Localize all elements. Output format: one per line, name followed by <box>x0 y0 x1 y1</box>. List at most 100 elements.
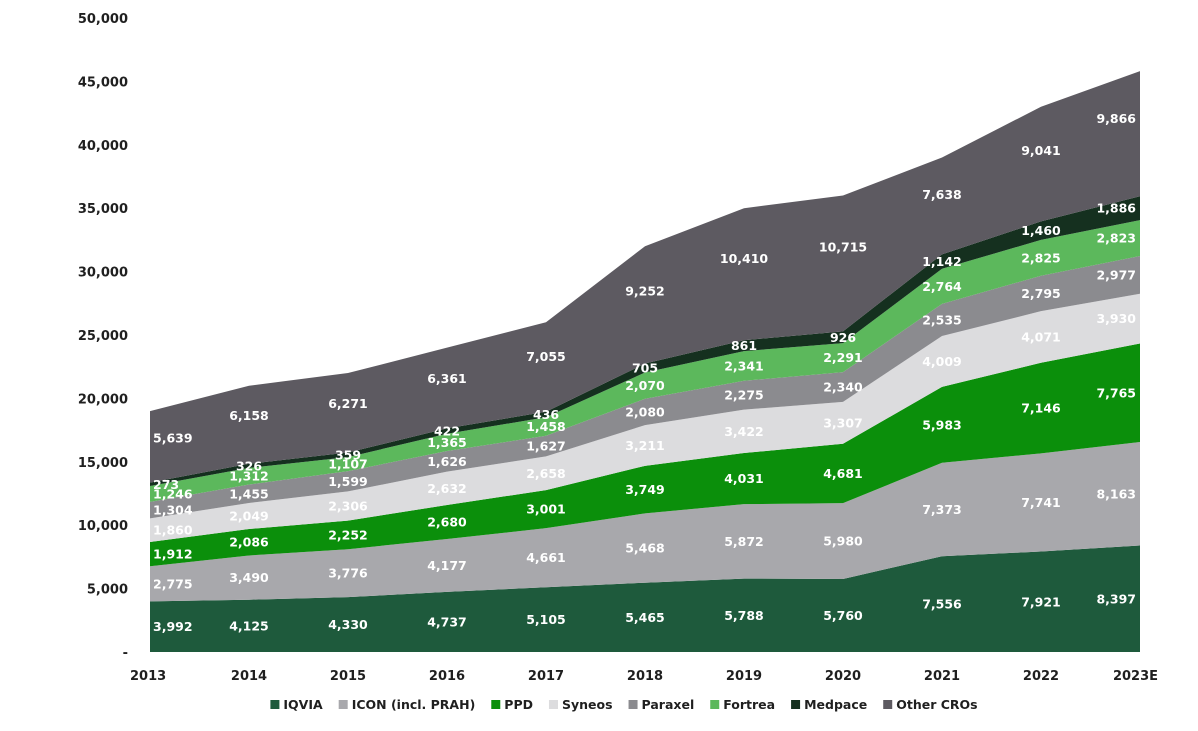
legend-swatch <box>338 700 348 709</box>
data-labels: 3,992 4,125 4,330 4,737 5,105 5,465 5,788 5,760… <box>153 111 1136 634</box>
data-label: 4,125 <box>229 618 269 633</box>
data-label: 3,307 <box>823 415 863 430</box>
data-label: 7,765 <box>1096 385 1136 400</box>
data-label: 359 <box>335 447 361 462</box>
legend-swatch <box>883 700 893 709</box>
legend-swatch <box>628 700 638 709</box>
data-label: 7,556 <box>922 597 962 612</box>
legend-label: Medpace <box>804 697 867 712</box>
data-label: 2,275 <box>724 388 764 403</box>
data-label: 861 <box>731 338 757 353</box>
data-label: 3,422 <box>724 424 764 439</box>
y-tick-label: 5,000 <box>87 583 128 598</box>
x-tick-label: 2015 <box>330 669 366 684</box>
legend-swatch <box>710 700 720 709</box>
data-label: 273 <box>153 477 179 492</box>
data-label: 926 <box>830 330 856 345</box>
area-syneos <box>150 293 1140 542</box>
data-label: 4,330 <box>328 617 368 632</box>
data-label: 2,306 <box>328 499 368 514</box>
data-label: 3,749 <box>625 482 665 497</box>
y-tick-label: 15,000 <box>78 456 128 471</box>
data-label: 2,658 <box>526 466 566 481</box>
data-label: 6,158 <box>229 408 269 423</box>
legend-item-paraxel: Paraxel <box>628 697 694 712</box>
data-label: 422 <box>434 424 460 439</box>
data-label: 8,397 <box>1096 591 1136 606</box>
data-label: 1,458 <box>526 419 566 434</box>
x-tick-label: 2017 <box>528 669 564 684</box>
area-iqvia <box>150 545 1140 652</box>
data-label: 1,455 <box>229 486 269 501</box>
y-tick-label: 20,000 <box>78 392 128 407</box>
y-tick-label: 30,000 <box>78 266 128 281</box>
data-label: 2,764 <box>922 279 962 294</box>
legend-item-fortrea: Fortrea <box>710 697 775 712</box>
data-label: 1,860 <box>153 523 193 538</box>
legend-item-syneos: Syneos <box>548 697 613 712</box>
data-label: 1,912 <box>153 547 193 562</box>
data-label: 3,490 <box>229 570 269 585</box>
data-label: 1,365 <box>427 435 467 450</box>
data-label: 3,992 <box>153 619 193 634</box>
data-label: 9,252 <box>625 283 665 298</box>
data-label: 1,599 <box>328 474 368 489</box>
y-tick-label: 10,000 <box>78 519 128 534</box>
legend-swatch <box>548 700 558 709</box>
data-label: 4,737 <box>427 614 467 629</box>
x-tick-label: 2018 <box>627 669 663 684</box>
data-label: 2,291 <box>823 350 863 365</box>
data-label: 5,639 <box>153 431 193 446</box>
data-label: 5,465 <box>625 610 665 625</box>
data-label: 1,460 <box>1021 223 1061 238</box>
y-tick-label: 50,000 <box>78 12 128 27</box>
legend-item-medpace: Medpace <box>791 697 867 712</box>
x-axis: 2013 2014 2015 2016 2017 2018 2019 2020 2021 2022… <box>130 669 1158 684</box>
data-label: 4,009 <box>922 354 962 369</box>
data-label: 1,107 <box>328 457 368 472</box>
legend-label: Other CROs <box>896 697 977 712</box>
data-label: 9,866 <box>1096 111 1136 126</box>
x-tick-label: 2014 <box>231 669 267 684</box>
data-label: 2,340 <box>823 380 863 395</box>
data-label: 2,823 <box>1096 231 1136 246</box>
data-label: 1,627 <box>526 439 566 454</box>
data-label: 705 <box>632 361 658 376</box>
data-label: 4,071 <box>1021 329 1061 344</box>
data-label: 7,146 <box>1021 401 1061 416</box>
data-label: 7,055 <box>526 349 566 364</box>
data-label: 2,535 <box>922 312 962 327</box>
x-tick-label: 2023E <box>1113 669 1158 684</box>
data-label: 5,760 <box>823 608 863 623</box>
legend-label: Fortrea <box>723 697 775 712</box>
data-label: 7,373 <box>922 502 962 517</box>
area-medpace <box>150 196 1140 487</box>
data-label: 10,410 <box>720 251 769 266</box>
x-tick-label: 2016 <box>429 669 465 684</box>
legend-item-icon-incl-prah: ICON (incl. PRAH) <box>338 697 476 712</box>
legend-label: ICON (incl. PRAH) <box>352 697 476 712</box>
data-label: 436 <box>533 407 559 422</box>
x-tick-label: 2021 <box>924 669 960 684</box>
data-label: 1,304 <box>153 503 193 518</box>
data-label: 5,980 <box>823 534 863 549</box>
data-label: 5,468 <box>625 541 665 556</box>
area-fortrea <box>150 220 1140 502</box>
data-label: 2,080 <box>625 404 665 419</box>
data-label: 1,246 <box>153 486 193 501</box>
x-tick-label: 2020 <box>825 669 861 684</box>
data-label: 2,341 <box>724 358 764 373</box>
data-label: 2,086 <box>229 535 269 550</box>
data-label: 4,031 <box>724 471 764 486</box>
area-ppd <box>150 343 1140 567</box>
x-tick-label: 2022 <box>1023 669 1059 684</box>
data-label: 6,271 <box>328 396 368 411</box>
legend-label: Syneos <box>562 697 613 712</box>
data-label: 4,177 <box>427 558 467 573</box>
y-axis: - 5,000 10,000 15,000 20,000 25,000 30,000 35,0… <box>78 12 128 661</box>
y-tick-label: 40,000 <box>78 139 128 154</box>
data-label: 2,680 <box>427 514 467 529</box>
area-other-cros <box>150 71 1140 483</box>
data-label: 2,049 <box>229 509 269 524</box>
